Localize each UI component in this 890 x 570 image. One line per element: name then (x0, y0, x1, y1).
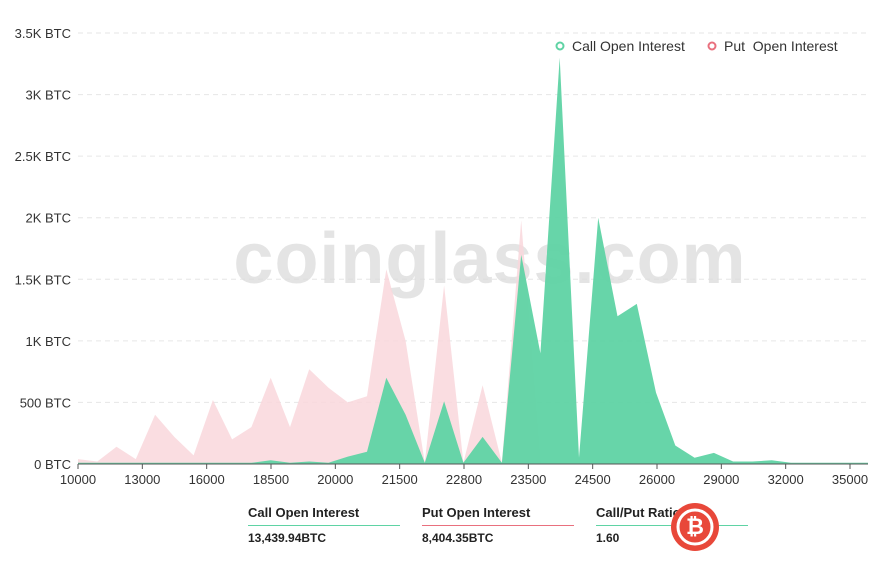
legend-label: Call Open Interest (572, 38, 685, 54)
y-tick-label: 3K BTC (25, 88, 71, 103)
y-tick-label: 2K BTC (25, 211, 71, 226)
x-tick-label: 13000 (124, 472, 160, 487)
y-tick-label: 1.5K BTC (15, 272, 71, 287)
x-tick-label: 18500 (253, 472, 289, 487)
y-tick-label: 500 BTC (20, 395, 71, 410)
x-tick-label: 24500 (575, 472, 611, 487)
stat-call-open-interest: Call Open Interest 13,439.94BTC (248, 505, 400, 545)
stat-label: Call Open Interest (248, 505, 360, 520)
x-axis: 10000 13000 16000 18500 20000 21500 22800 23500… (60, 463, 868, 487)
legend-item-call[interactable]: Call Open Interest (555, 38, 685, 54)
y-tick-label: 1K BTC (25, 334, 71, 349)
y-tick-label: 0 BTC (34, 457, 71, 472)
y-tick-label: 2.5K BTC (15, 149, 71, 164)
stat-value: 8,404.35BTC (422, 531, 494, 545)
legend-marker (707, 41, 717, 51)
x-tick-label: 23500 (510, 472, 546, 487)
x-tick-label: 20000 (317, 472, 353, 487)
grid-lines (78, 32, 868, 403)
legend[interactable]: Call Open Interest Put Open Interest (555, 38, 838, 54)
x-tick-label: 35000 (832, 472, 868, 487)
stat-label: Put Open Interest (422, 505, 531, 520)
open-interest-chart: coinglass.com 0 BTC 500 BTC 1K BTC 1.5K BTC… (15, 26, 868, 487)
legend-label: Put Open Interest (724, 38, 838, 54)
bitcoin-icon: ₿ (671, 503, 719, 551)
svg-text:₿: ₿ (686, 514, 704, 539)
stat-value: 13,439.94BTC (248, 531, 327, 545)
summary-stats: Call Open Interest 13,439.94BTC Put Open… (248, 505, 770, 545)
x-tick-label: 22800 (446, 472, 482, 487)
x-tick-label: 32000 (768, 472, 804, 487)
series-areas (78, 57, 868, 464)
stat-value: 1.60 (596, 531, 620, 545)
x-tick-label: 16000 (189, 472, 225, 487)
y-tick-label: 3.5K BTC (15, 26, 71, 41)
stat-underline (422, 525, 574, 526)
legend-item-put[interactable]: Put Open Interest (707, 38, 838, 54)
x-tick-label: 26000 (639, 472, 675, 487)
put-open-interest-area (78, 220, 868, 464)
stat-label: Call/Put Ratio (596, 505, 681, 520)
x-tick-label: 21500 (382, 472, 418, 487)
stat-put-open-interest: Put Open Interest 8,404.35BTC (422, 505, 574, 545)
stat-call-put-ratio: Call/Put Ratio 1.60 (596, 505, 748, 545)
watermark-text: coinglass.com (233, 219, 746, 299)
legend-marker (555, 41, 565, 51)
y-axis: 0 BTC 500 BTC 1K BTC 1.5K BTC 2K BTC 2.5K BTC… (15, 26, 71, 472)
stat-underline (248, 525, 400, 526)
x-tick-label: 29000 (703, 472, 739, 487)
x-tick-label: 10000 (60, 472, 96, 487)
